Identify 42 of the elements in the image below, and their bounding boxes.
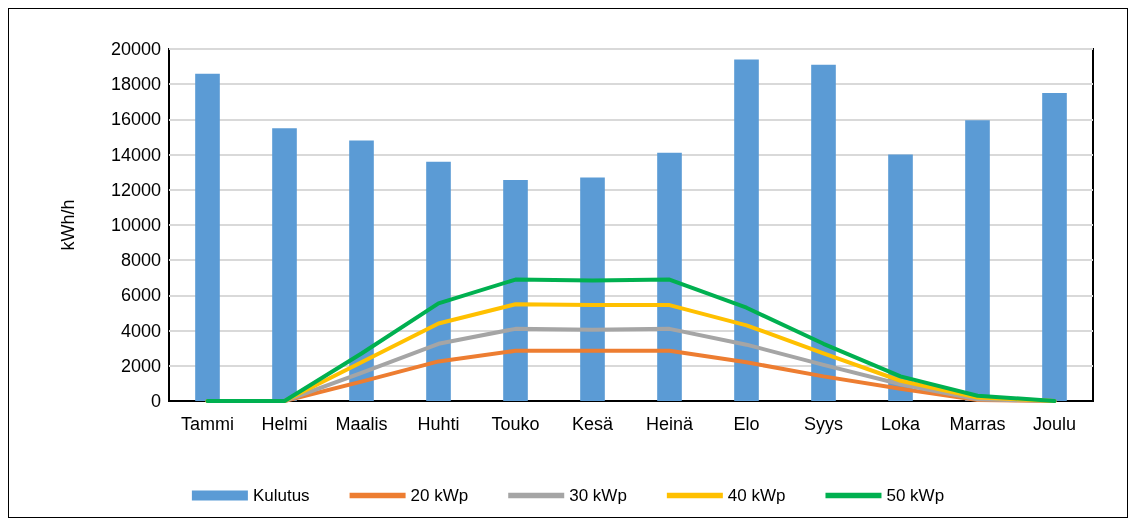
x-tick-label: Huhti: [417, 414, 460, 434]
y-tick-label: 18000: [110, 74, 161, 95]
x-tick-label: Heinä: [645, 414, 694, 434]
legend-label: 20 kWp: [410, 486, 469, 505]
line-series: [205, 277, 1057, 403]
x-tick-label: Helmi: [261, 414, 308, 434]
x-tick-label: Marras: [949, 414, 1006, 434]
bar: [965, 120, 990, 401]
legend-label: 30 kWp: [569, 486, 627, 505]
x-tick-label: Kesä: [571, 414, 614, 434]
bar: [349, 140, 374, 401]
y-tick-label: 12000: [110, 179, 161, 200]
bar: [580, 177, 605, 401]
legend-label: Kulutus: [252, 486, 310, 505]
x-tick-label: Loka: [880, 414, 921, 434]
y-tick-label: 10000: [110, 215, 161, 235]
y-axis-title: kWh/h: [58, 199, 78, 251]
bar: [888, 154, 913, 401]
legend-label: 50 kWp: [886, 486, 945, 505]
x-tick-label: Joulu: [1032, 414, 1077, 434]
x-tick-label: Syys: [803, 414, 844, 434]
legend-label: 40 kWp: [727, 486, 786, 505]
x-tick-label: Touko: [491, 414, 540, 434]
y-tick-label: 14000: [110, 144, 161, 165]
bar: [1042, 93, 1067, 401]
bar: [657, 152, 682, 401]
y-tick-label: 4000: [120, 320, 161, 341]
bar: [272, 128, 297, 401]
bar: [734, 59, 759, 401]
y-tick-label: 6000: [120, 285, 161, 306]
bar: [195, 73, 220, 401]
bar: [426, 161, 451, 401]
x-tick-label: Maalis: [335, 414, 388, 434]
y-tick-label: 8000: [120, 250, 161, 271]
y-tick-label: 0: [150, 391, 161, 411]
y-tick-label: 16000: [110, 109, 161, 130]
x-tick-label: Elo: [733, 414, 760, 434]
bar: [811, 64, 836, 401]
bar: [503, 180, 528, 401]
y-tick-label: 2000: [120, 355, 161, 376]
y-tick-label: 20000: [110, 39, 161, 59]
x-tick-label: Tammi: [181, 414, 234, 434]
